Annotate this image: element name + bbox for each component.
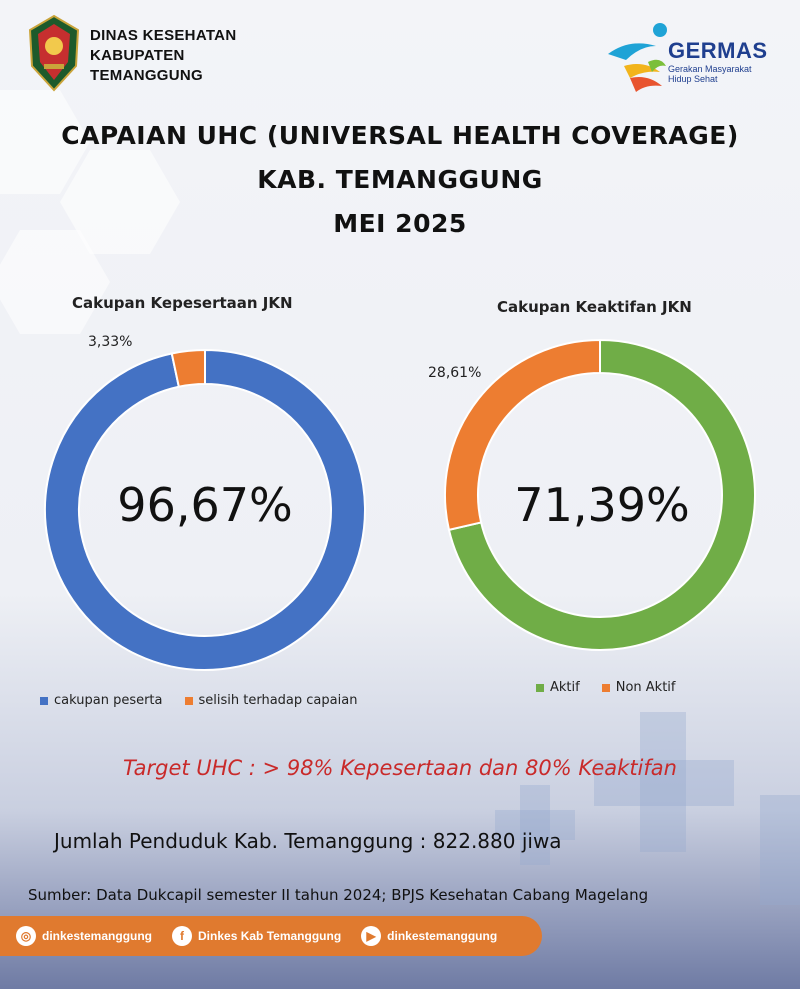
donut-slice-cakupan-peserta [44,348,366,671]
chart-2-slice-label: 28,61% [428,365,482,381]
title-line-2: KAB. TEMANGGUNG [257,165,543,194]
chart-1-title: Cakupan Kepesertaan JKN [72,294,293,312]
legend-swatch-green [536,683,544,692]
chart-1-center-value: 96,67% [117,478,293,532]
legend-item: cakupan peserta [40,693,163,708]
organization-name: DINAS KESEHATAN KABUPATEN TEMANGGUNG [90,26,236,86]
germas-logo-icon [608,23,667,92]
legend-item: Aktif [536,680,580,695]
chart-1-donut [44,348,366,671]
org-line-3: TEMANGGUNG [90,67,203,84]
germas-tagline-2: Hidup Sehat [668,74,718,84]
population-text: Jumlah Penduduk Kab. Temanggung : 822.88… [54,829,562,853]
instagram-handle: dinkestemanggung [42,929,153,943]
main-title: CAPAIAN UHC (UNIVERSAL HEALTH COVERAGE) … [0,114,800,246]
header: DINAS KESEHATAN KABUPATEN TEMANGGUNG GER… [0,0,800,110]
legend-swatch-blue [40,696,48,705]
chart-2-donut [444,338,756,651]
chart-2-center-value: 71,39% [514,478,690,532]
germas-tagline: Gerakan Masyarakat Hidup Sehat [668,64,752,84]
org-line-1: DINAS KESEHATAN [90,27,237,44]
donut-slice-aktif [447,338,756,651]
chart-1-slice-label: 3,33% [88,334,133,350]
chart-2-legend: Aktif Non Aktif [536,680,691,695]
youtube-icon: ▶ [361,926,382,946]
instagram-icon: ◎ [16,926,36,946]
title-line-3: MEI 2025 [333,209,467,238]
legend-swatch-orange [184,696,193,705]
kabupaten-emblem-icon [28,14,80,92]
org-line-2: KABUPATEN [90,47,185,64]
facebook-handle: Dinkes Kab Temanggung [198,929,342,943]
legend-label: Aktif [550,680,580,695]
legend-item: Non Aktif [601,680,676,695]
social-footer-bar: ◎ dinkestemanggung f Dinkes Kab Temanggu… [0,916,542,956]
chart-2-title: Cakupan Keaktifan JKN [497,298,692,316]
legend-label: Non Aktif [615,680,676,695]
facebook-icon: f [172,926,193,946]
legend-label: cakupan peserta [54,693,163,708]
instagram-link[interactable]: ◎ dinkestemanggung [16,926,152,946]
title-line-1: CAPAIAN UHC (UNIVERSAL HEALTH COVERAGE) [61,121,739,150]
germas-tagline-1: Gerakan Masyarakat [668,64,752,74]
source-text: Sumber: Data Dukcapil semester II tahun … [28,886,649,904]
donut-slice-selisih-terhadap-capaian [170,348,206,388]
youtube-handle: dinkestemanggung [387,929,498,943]
donut-slice-non-aktif [444,338,601,532]
youtube-link[interactable]: ▶ dinkestemanggung [361,926,497,946]
uhc-target-text: Target UHC : > 98% Kepesertaan dan 80% K… [123,756,677,780]
legend-label: selisih terhadap capaian [198,693,358,708]
facebook-link[interactable]: f Dinkes Kab Temanggung [172,926,341,946]
germas-wordmark: GERMAS [668,38,768,63]
legend-item: selisih terhadap capaian [184,693,358,708]
chart-1-legend: cakupan peserta selisih terhadap capaian [40,693,373,708]
legend-swatch-orange [601,683,610,692]
